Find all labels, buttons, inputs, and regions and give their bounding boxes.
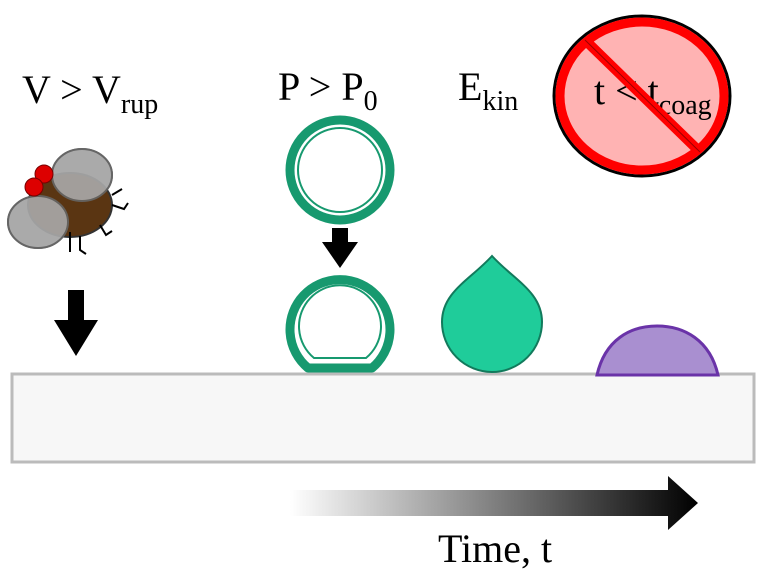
arrow-down — [54, 290, 98, 356]
bubble-flattened — [285, 275, 395, 373]
label: V > Vrup — [22, 67, 158, 120]
drop — [440, 254, 544, 373]
bubble — [285, 115, 395, 225]
prohibited-sign-slash — [581, 36, 704, 156]
prohibited-sign-slash — [584, 39, 701, 153]
arrow-down — [322, 228, 358, 268]
label: P > P0 — [278, 64, 378, 117]
fly — [7, 148, 129, 255]
label: Ekin — [458, 64, 518, 117]
prohibited-sign-ring — [555, 17, 729, 175]
axis-label: Time, t — [438, 526, 552, 570]
substrate — [10, 372, 756, 464]
prohibited-sign-ring — [552, 14, 732, 178]
spread-drop — [595, 324, 720, 377]
time-arrow — [290, 476, 698, 530]
